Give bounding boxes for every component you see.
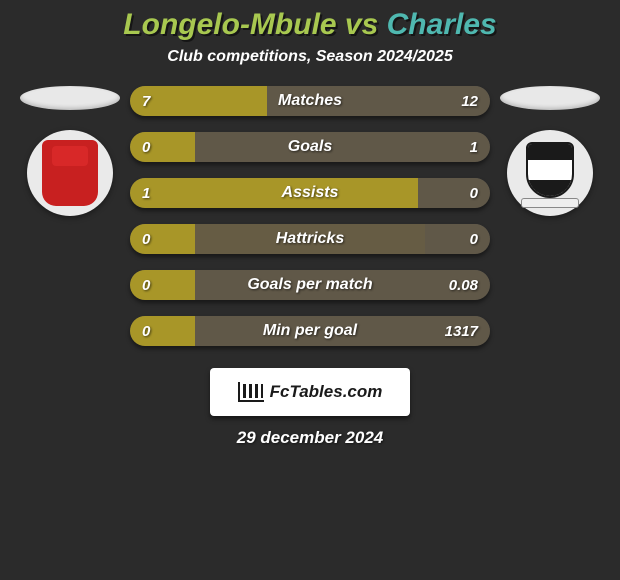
- player-left-avatar: [20, 86, 120, 110]
- stat-row: Hattricks0 0: [130, 224, 490, 254]
- stat-value-left: 0: [142, 224, 150, 254]
- stat-row: Goals per match0 0.08: [130, 270, 490, 300]
- stat-row: Min per goal0 1317: [130, 316, 490, 346]
- club-badge-right: [507, 130, 593, 216]
- footer-date: 29 december 2024: [0, 428, 620, 448]
- stat-value-right: 12: [461, 86, 478, 116]
- footer-logo-text: FcTables.com: [270, 382, 383, 402]
- left-player-column: [10, 86, 130, 216]
- stat-value-right: 1317: [445, 316, 478, 346]
- subtitle: Club competitions, Season 2024/2025: [0, 48, 620, 66]
- stat-label: Goals per match: [130, 270, 490, 300]
- comparison-area: Matches712Goals01Assists10Hattricks00Goa…: [0, 86, 620, 362]
- stat-label: Goals: [130, 132, 490, 162]
- title-left: Longelo-Mbule: [123, 8, 336, 41]
- stat-value-right: 0: [470, 178, 478, 208]
- stat-value-left: 7: [142, 86, 150, 116]
- stat-row: Matches7 12: [130, 86, 490, 116]
- stat-value-right: 1: [470, 132, 478, 162]
- shield-icon: [519, 142, 581, 204]
- shield-icon: [42, 140, 98, 206]
- title-vs: vs: [337, 8, 387, 41]
- stat-label: Assists: [130, 178, 490, 208]
- page-title: Longelo-Mbule vs Charles: [0, 8, 620, 42]
- footer-logo[interactable]: FcTables.com: [210, 368, 410, 416]
- chart-icon: [238, 382, 264, 402]
- stat-value-left: 1: [142, 178, 150, 208]
- stat-value-right: 0: [470, 224, 478, 254]
- stat-row: Assists1 0: [130, 178, 490, 208]
- stat-label: Hattricks: [130, 224, 490, 254]
- stats-bars: Matches712Goals01Assists10Hattricks00Goa…: [130, 86, 490, 362]
- stat-value-right: 0.08: [449, 270, 478, 300]
- stat-value-left: 0: [142, 316, 150, 346]
- right-player-column: [490, 86, 610, 216]
- stat-value-left: 0: [142, 270, 150, 300]
- stat-row: Goals0 1: [130, 132, 490, 162]
- player-right-avatar: [500, 86, 600, 110]
- stat-value-left: 0: [142, 132, 150, 162]
- club-badge-left: [27, 130, 113, 216]
- comparison-infographic: Longelo-Mbule vs Charles Club competitio…: [0, 0, 620, 448]
- stat-label: Min per goal: [130, 316, 490, 346]
- stat-label: Matches: [130, 86, 490, 116]
- title-right: Charles: [387, 8, 497, 41]
